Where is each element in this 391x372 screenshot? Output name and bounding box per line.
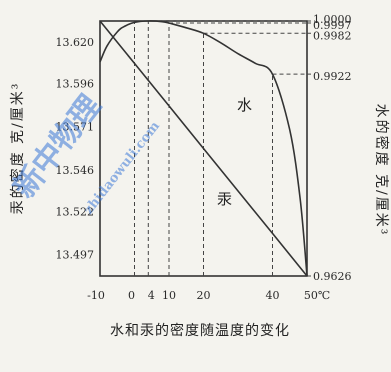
series-label-water: 水	[237, 96, 252, 114]
x-tick-label: -10	[87, 289, 105, 302]
left-tick-label: 13.596	[56, 77, 95, 90]
series-mercury-line	[99, 20, 308, 277]
right-tick-label: 0.9982	[313, 29, 352, 42]
watermark: 新中物理 zhidaowuli.com	[7, 89, 163, 218]
x-tick-label: 50℃	[304, 289, 330, 302]
right-tick-label: 1.0000	[313, 13, 352, 26]
right-tick-label: 0.9997	[313, 19, 352, 32]
left-axis-title: 汞的密度 克/厘米³	[9, 82, 26, 215]
right-tick-label: 0.9922	[313, 70, 352, 83]
x-tick-label: 40	[266, 289, 280, 302]
left-tick-labels: 13.620 13.596 13.571 13.546 13.522 13.497	[56, 36, 95, 262]
x-tick-label: 0	[128, 289, 135, 302]
series-water-line	[99, 20, 308, 277]
x-tick-labels: -10 0 4 10 20 40 50℃	[87, 289, 330, 302]
left-tick-label: 13.620	[56, 36, 95, 49]
x-tick-label: 4	[148, 289, 155, 302]
curves	[99, 20, 308, 277]
x-tick-label: 10	[162, 289, 176, 302]
right-tick-label: 0.9626	[313, 270, 352, 283]
left-tick-label: 13.571	[56, 121, 95, 134]
series-label-mercury: 汞	[217, 190, 232, 208]
guide-lines	[134, 20, 315, 277]
left-tick-label: 13.546	[56, 164, 95, 177]
x-tick-label: 20	[197, 289, 211, 302]
chart-title: 水和汞的密度随温度的变化	[110, 322, 290, 339]
left-tick-label: 13.497	[56, 249, 95, 262]
left-tick-label: 13.522	[56, 205, 95, 218]
right-axis-title: 水的密度 克/厘米³	[373, 104, 390, 237]
